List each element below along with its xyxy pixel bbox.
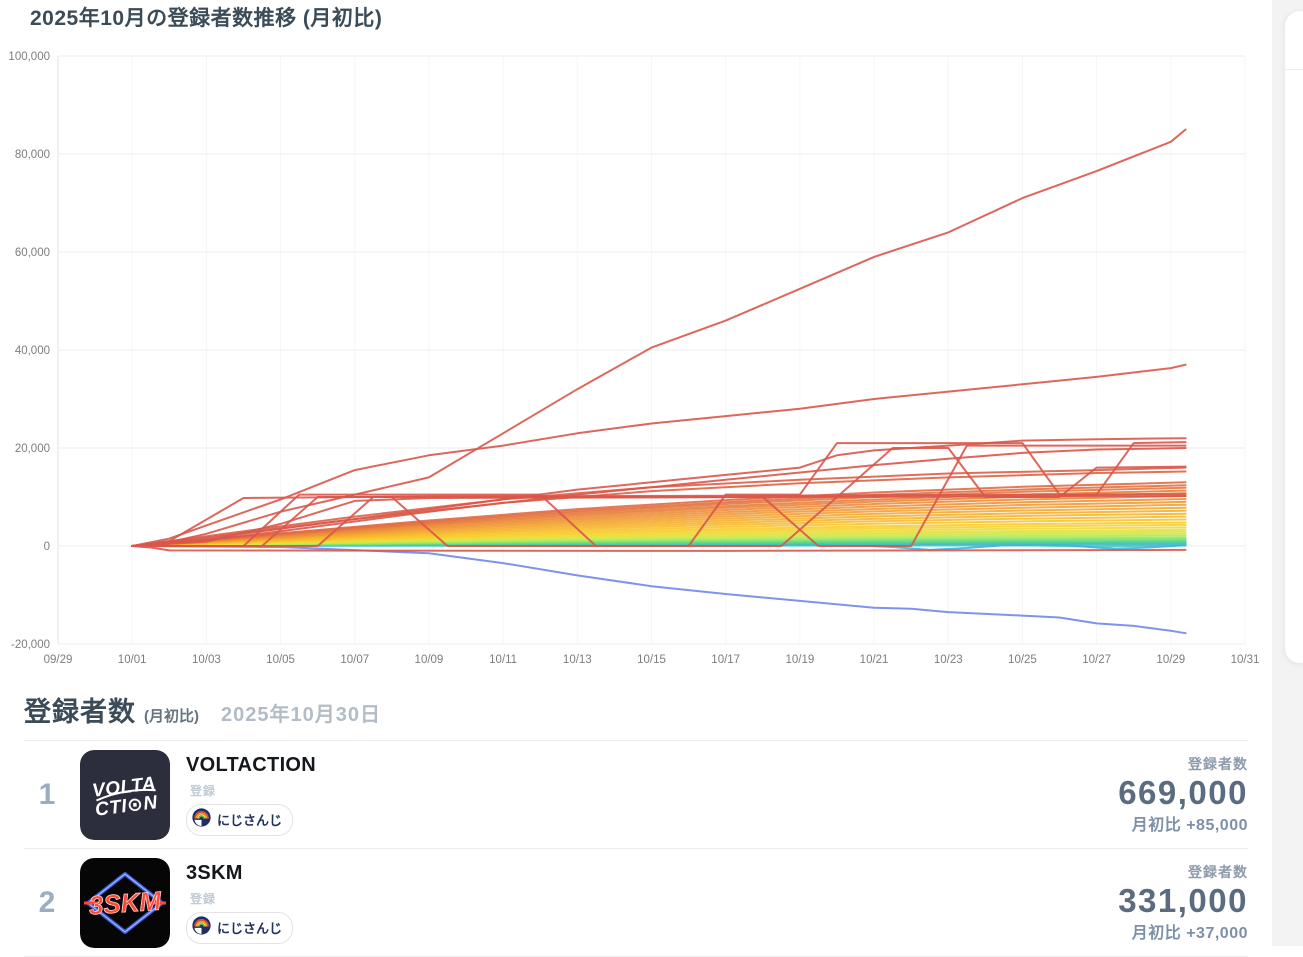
next-chart-card-peek[interactable]: [1284, 10, 1303, 664]
ranking-title: 登録者数: [24, 697, 136, 727]
ranking-header: 登録者数 (月初比) 2025年10月30日: [0, 676, 1272, 729]
svg-text:10/07: 10/07: [340, 654, 369, 666]
svg-text:10/21: 10/21: [860, 654, 889, 666]
svg-text:80,000: 80,000: [15, 149, 50, 161]
nijisanji-logo-icon: [192, 807, 211, 832]
svg-text:-20,000: -20,000: [11, 639, 50, 651]
group-badge-label: にじさんじ: [217, 921, 283, 936]
svg-text:10/03: 10/03: [192, 654, 221, 666]
channel-avatar[interactable]: 3SKM: [80, 857, 170, 948]
svg-text:10/01: 10/01: [118, 654, 147, 666]
chart-title: 2025年10月の登録者数推移 (月初比): [30, 7, 383, 30]
rank-number: 2: [38, 885, 56, 919]
ranking-header-divider: [24, 740, 1248, 741]
peek-card-divider: [1285, 69, 1303, 70]
subscriber-stats: 登録者数 331,000 月初比 +37,000: [1118, 862, 1248, 944]
ranking-row[interactable]: 1 VOLTA CTI⊙N VOLTACTION 登録 にじさんじ 登録者数 66…: [24, 741, 1248, 849]
svg-text:10/09: 10/09: [415, 654, 444, 666]
svg-text:0: 0: [44, 541, 50, 553]
svg-text:10/17: 10/17: [711, 654, 740, 666]
svg-text:10/25: 10/25: [1008, 654, 1037, 666]
svg-text:100,000: 100,000: [8, 51, 50, 63]
ranking-rows: 1 VOLTA CTI⊙N VOLTACTION 登録 にじさんじ 登録者数 66…: [24, 741, 1248, 957]
subscriber-count: 331,000: [1118, 881, 1248, 919]
rank-number: 1: [38, 777, 56, 811]
svg-text:10/13: 10/13: [563, 654, 592, 666]
svg-text:10/27: 10/27: [1082, 654, 1111, 666]
svg-text:10/05: 10/05: [266, 654, 295, 666]
subscriber-stats: 登録者数 669,000 月初比 +85,000: [1118, 754, 1248, 836]
svg-text:20,000: 20,000: [15, 443, 50, 455]
ranking-date: 2025年10月30日: [221, 704, 381, 726]
group-badge-label: にじさんじ: [217, 813, 283, 828]
channel-avatar[interactable]: VOLTA CTI⊙N: [80, 749, 170, 840]
svg-text:09/29: 09/29: [44, 654, 73, 666]
svg-text:10/19: 10/19: [785, 654, 814, 666]
svg-text:10/31: 10/31: [1231, 654, 1260, 666]
registered-label: 登録: [190, 891, 217, 906]
group-badge[interactable]: にじさんじ: [186, 911, 294, 944]
svg-text:10/11: 10/11: [489, 654, 517, 666]
svg-text:3SKM: 3SKM: [88, 885, 163, 920]
month-delta: 月初比 +37,000: [1131, 925, 1248, 943]
stat-label: 登録者数: [1188, 863, 1248, 880]
svg-text:60,000: 60,000: [15, 247, 50, 259]
subscriber-count: 669,000: [1118, 773, 1248, 811]
nijisanji-logo-icon: [192, 915, 211, 940]
month-delta: 月初比 +85,000: [1131, 817, 1248, 835]
subscriber-trend-chart[interactable]: 09/29 10/01 10/03 10/05 10/07 10/09 10/11 10/13…: [0, 46, 1270, 678]
group-badge[interactable]: にじさんじ: [186, 803, 294, 836]
stat-label: 登録者数: [1188, 755, 1248, 772]
channel-name[interactable]: 3SKM: [186, 861, 243, 884]
channel-name[interactable]: VOLTACTION: [186, 753, 317, 776]
svg-text:40,000: 40,000: [15, 345, 50, 357]
page-background-strip: [1272, 0, 1303, 946]
svg-text:10/23: 10/23: [934, 654, 963, 666]
ranking-section: 登録者数 (月初比) 2025年10月30日 1 VOLTA CTI⊙N VOLT…: [0, 676, 1272, 957]
svg-text:10/29: 10/29: [1156, 654, 1185, 666]
registered-label: 登録: [190, 783, 217, 798]
ranking-row[interactable]: 2 3SKM 3SKM 登録 にじさんじ 登録者数 331,000 月初比 +3…: [24, 849, 1248, 957]
svg-text:10/15: 10/15: [637, 654, 666, 666]
ranking-subtitle: (月初比): [144, 708, 199, 725]
